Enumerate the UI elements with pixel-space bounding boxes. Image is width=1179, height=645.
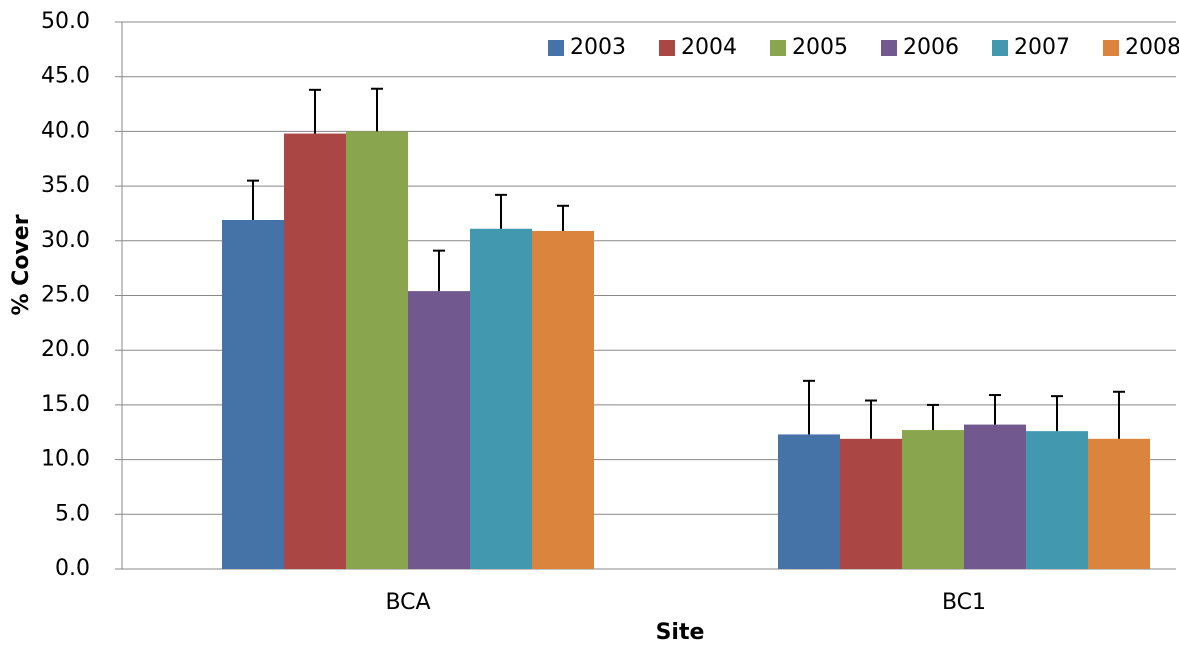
legend-label: 2005 <box>792 35 848 60</box>
bar <box>902 430 964 569</box>
y-tick-label: 25.0 <box>41 283 90 308</box>
legend-swatch <box>1103 40 1119 56</box>
legend-swatch <box>770 40 786 56</box>
legend-swatch <box>881 40 897 56</box>
bar <box>778 434 840 569</box>
bar <box>408 291 470 569</box>
legend-label: 2006 <box>903 35 959 60</box>
x-tick-label: BC1 <box>942 590 986 615</box>
legend-swatch <box>659 40 675 56</box>
bar <box>1088 438 1150 569</box>
error-bar <box>371 87 383 132</box>
error-bar <box>803 379 815 435</box>
bar <box>346 131 408 569</box>
x-axis-title: Site <box>656 620 705 645</box>
y-tick-label: 20.0 <box>41 337 90 362</box>
legend-swatch <box>992 40 1008 56</box>
error-bar <box>865 399 877 439</box>
y-tick-label: 50.0 <box>41 9 90 34</box>
y-tick-label: 30.0 <box>41 228 90 253</box>
y-tick-label: 15.0 <box>41 392 90 417</box>
legend-label: 2007 <box>1014 35 1070 60</box>
error-bar <box>557 204 569 231</box>
error-bar <box>495 193 507 229</box>
bar <box>964 424 1026 569</box>
y-axis-title: % Cover <box>9 214 34 315</box>
legend-swatch <box>548 40 564 56</box>
error-bar <box>309 88 321 134</box>
y-tick-label: 40.0 <box>41 118 90 143</box>
error-bar <box>433 249 445 292</box>
bar <box>284 133 346 569</box>
y-tick-label: 35.0 <box>41 173 90 198</box>
error-bar <box>1051 395 1063 432</box>
x-tick-label: BCA <box>385 590 430 615</box>
bar <box>532 230 594 570</box>
legend-label: 2004 <box>681 35 737 60</box>
y-tick-label: 5.0 <box>55 501 90 526</box>
legend-label: 2008 <box>1125 35 1179 60</box>
bar <box>840 438 902 569</box>
y-tick-label: 0.0 <box>55 556 90 581</box>
error-bar <box>927 403 939 431</box>
bar <box>470 228 532 570</box>
y-tick-label: 45.0 <box>41 64 90 89</box>
error-bar <box>989 394 1001 425</box>
y-tick-label: 10.0 <box>41 447 90 472</box>
bar <box>1026 431 1088 569</box>
legend-label: 2003 <box>570 35 626 60</box>
error-bar <box>247 179 259 221</box>
bar <box>222 220 284 569</box>
error-bar <box>1113 390 1125 439</box>
